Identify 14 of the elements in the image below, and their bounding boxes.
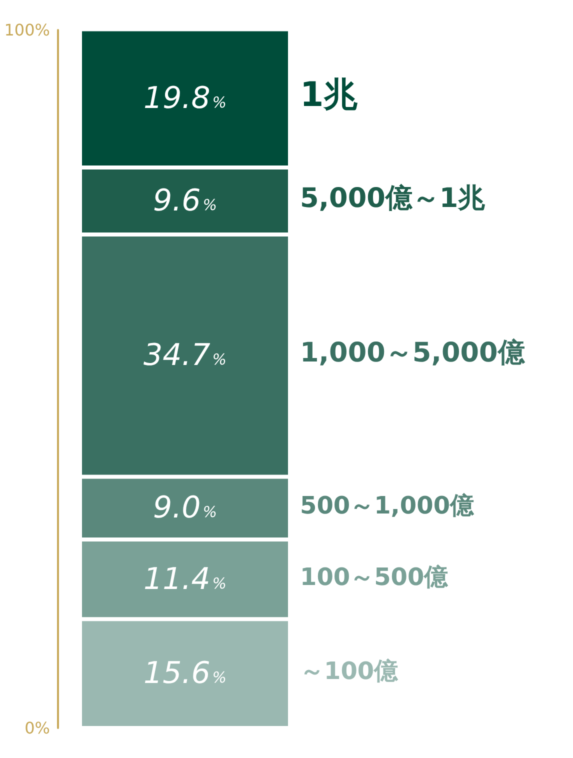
data-label: 9.6%: [153, 184, 217, 219]
data-label: 11.4%: [143, 562, 227, 597]
series-label: 100～500億: [300, 562, 450, 591]
series-label: 1,000～5,000億: [300, 337, 526, 368]
y-tick-label: 100%: [4, 20, 50, 40]
data-label: 15.6%: [143, 656, 227, 692]
series-label: ～100億: [300, 657, 400, 686]
data-label: 9.0%: [153, 490, 217, 526]
series-label: 5,000億～1兆: [300, 182, 486, 214]
y-tick-label: 0%: [24, 718, 50, 738]
series-label: 500～1,000億: [300, 492, 476, 520]
series-label: 1兆: [300, 75, 359, 116]
data-label: 34.7%: [143, 338, 227, 374]
data-label: 19.8%: [143, 80, 227, 116]
